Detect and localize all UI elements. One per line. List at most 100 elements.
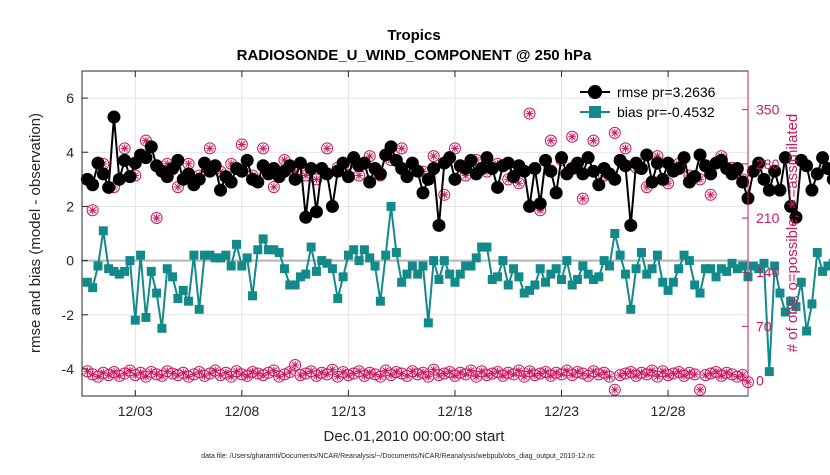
bias-point: [738, 261, 748, 271]
obs-high-point: [704, 188, 717, 201]
rmse-point: [421, 172, 435, 186]
obs-assimilated-stroke: [611, 386, 619, 394]
bias-point: [242, 253, 252, 263]
obs-high-point: [235, 138, 248, 151]
rmse-point: [91, 156, 105, 170]
bias-point: [120, 266, 130, 276]
bias-point: [812, 247, 822, 257]
obs-assimilated-stroke: [611, 129, 619, 137]
bias-point: [807, 299, 817, 309]
bias-point: [775, 288, 785, 298]
obs-assimilated-stroke: [632, 372, 640, 380]
rmse-point: [251, 175, 265, 189]
obs-assimilated-stroke: [105, 371, 112, 379]
rmse-point: [123, 170, 137, 184]
obs-possible-mark: [235, 138, 248, 151]
bias-point: [216, 253, 226, 263]
bias-point: [642, 269, 652, 279]
rmse-point: [293, 156, 307, 170]
bias-point: [466, 261, 476, 271]
obs-low-point: [688, 368, 701, 381]
bias-point: [791, 302, 801, 312]
rmse-point: [491, 180, 505, 194]
x-axis-label: Dec.01,2010 00:00:00 start: [324, 428, 506, 445]
rmse-point: [464, 153, 478, 167]
rmse-point: [416, 186, 430, 200]
obs-possible-mark: [448, 142, 461, 155]
obs-assimilated-stroke: [526, 110, 533, 117]
bias-point: [439, 256, 449, 266]
y-right-tick-label: 140: [756, 264, 780, 280]
legend-bias-marker: [589, 106, 601, 118]
obs-assimilated-stroke: [94, 373, 102, 381]
rmse-point: [586, 164, 600, 178]
obs-assimilated-stroke: [355, 367, 363, 375]
rmse-point: [411, 164, 425, 178]
obs-assimilated-stroke: [430, 366, 438, 374]
bias-point: [168, 272, 178, 282]
bias-point: [599, 256, 609, 266]
bias-point: [178, 285, 188, 295]
x-tick-label: 12/28: [651, 403, 686, 419]
obs-possible-mark: [619, 142, 632, 155]
obs-high-point: [576, 192, 589, 205]
obs-high-point: [523, 107, 536, 120]
obs-assimilated-stroke: [259, 145, 267, 152]
rmse-point: [549, 186, 563, 200]
obs-assimilated-stroke: [680, 372, 688, 380]
bias-point: [237, 261, 247, 271]
rmse-point: [357, 156, 371, 170]
bias-point: [748, 261, 758, 271]
rmse-point: [485, 162, 499, 175]
rmse-point: [821, 162, 830, 175]
rmse-point: [427, 162, 441, 175]
obs-possible-mark: [427, 150, 440, 163]
rmse-point: [517, 164, 531, 178]
obs-assimilated-stroke: [568, 133, 576, 141]
rmse-point: [826, 173, 830, 185]
bias-point: [562, 256, 572, 266]
bias-point: [141, 312, 151, 322]
obs-assimilated-stroke: [590, 137, 597, 144]
rmse-point: [645, 175, 659, 189]
bias-point: [349, 245, 359, 255]
rmse-point: [816, 151, 830, 165]
obs-assimilated-stroke: [227, 373, 235, 381]
bias-point: [541, 277, 551, 287]
obs-possible-mark: [566, 130, 579, 143]
obs-assimilated-stroke: [627, 368, 635, 376]
bias-point: [343, 250, 353, 260]
y-right-tick-label: 0: [756, 373, 764, 389]
obs-high-point: [608, 126, 621, 139]
obs-assimilated-stroke: [739, 371, 747, 379]
bias-point: [445, 269, 455, 279]
obs-assimilated-stroke: [291, 361, 299, 369]
obs-high-point: [427, 150, 440, 163]
rmse-point: [144, 140, 158, 154]
obs-assimilated-stroke: [419, 369, 427, 377]
bias-point: [365, 253, 375, 263]
bias-point: [482, 242, 492, 252]
legend-rmse-label: rmse pr=3.2636: [617, 84, 716, 100]
y-axis-label-left: rmse and bias (model - observation): [27, 113, 44, 353]
obs-assimilated-stroke: [361, 372, 368, 380]
obs-low-point: [603, 370, 616, 383]
bias-point: [519, 288, 529, 298]
obs-low-point: [422, 370, 435, 383]
rmse-point: [810, 167, 824, 181]
bias-point: [263, 245, 273, 255]
obs-assimilated-stroke: [222, 369, 230, 377]
obs-assimilated-stroke: [126, 367, 134, 374]
obs-assimilated-stroke: [451, 372, 459, 380]
obs-assimilated-stroke: [659, 367, 667, 375]
obs-assimilated-stroke: [643, 370, 651, 378]
obs-assimilated-stroke: [243, 372, 251, 380]
obs-assimilated-stroke: [339, 368, 347, 376]
obs-high-point: [310, 173, 323, 186]
bias-point: [322, 258, 332, 268]
bias-point: [802, 326, 812, 336]
rmse-point: [539, 153, 553, 167]
obs-assimilated-stroke: [217, 168, 224, 175]
rmse-point: [214, 183, 228, 197]
bias-point: [311, 266, 321, 276]
